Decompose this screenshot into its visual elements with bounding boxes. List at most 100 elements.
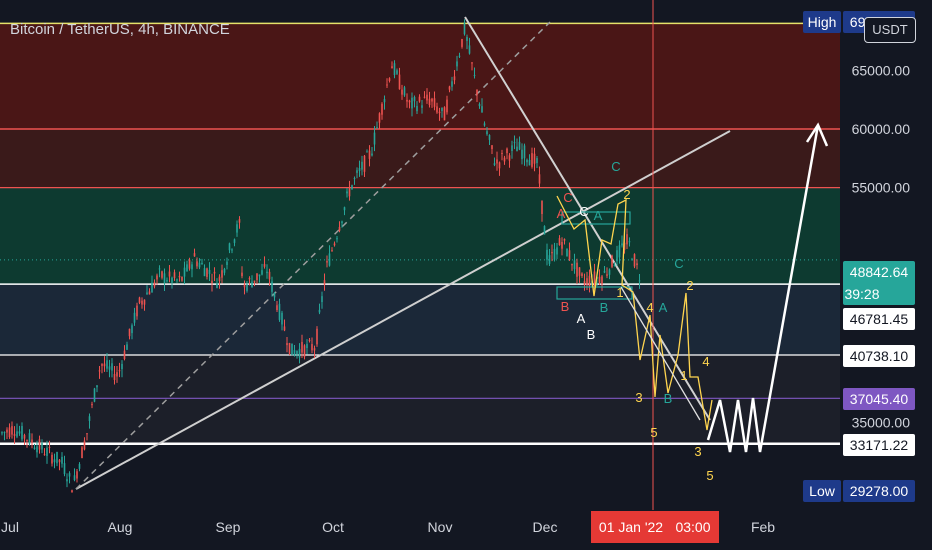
candle-body (443, 107, 446, 121)
x-tick-label: Feb (751, 519, 775, 535)
candle-body (136, 305, 138, 317)
candle-body (46, 447, 48, 456)
wave-label-white: A (577, 311, 586, 326)
candle-body (38, 439, 41, 450)
time-axis (0, 510, 932, 550)
price-zone-4 (0, 354, 840, 444)
candle-body (608, 269, 611, 275)
candle-body (241, 272, 243, 277)
candle-body (366, 151, 368, 153)
price-tag-level-37045 (843, 388, 915, 410)
candle-body (336, 238, 338, 240)
candle-body (581, 273, 583, 276)
candle-body (116, 372, 118, 377)
candle-body (106, 360, 108, 369)
candle-body (111, 363, 113, 371)
candle-body (516, 146, 518, 152)
candle-body (503, 157, 506, 162)
candle-body (73, 475, 76, 481)
candle-body (236, 224, 238, 233)
candle-body (93, 388, 96, 402)
candle-body (316, 328, 318, 345)
candle-body (536, 158, 538, 164)
candle-body (491, 145, 493, 150)
price-tag-text: 46781.45 (850, 311, 909, 327)
candle-body (586, 278, 588, 285)
candle-body (396, 70, 398, 74)
wave-label-green: C (611, 159, 620, 174)
candle-body (436, 106, 438, 113)
candle-body (528, 159, 531, 166)
candle-body (171, 277, 173, 283)
wave-label-orange: 2 (623, 187, 630, 202)
candle-body (176, 279, 178, 281)
candle-body (11, 426, 13, 435)
candle-body (358, 168, 361, 171)
candle-body (126, 344, 128, 350)
candle-body (13, 433, 16, 436)
projection-box-upper (561, 211, 631, 225)
candle-body (426, 94, 428, 101)
candle-body (333, 243, 336, 246)
price-tag-text: 40738.10 (850, 348, 909, 364)
candle-body (493, 163, 496, 166)
candle-body (386, 84, 388, 86)
projection-arrowhead (805, 122, 829, 147)
candle-body (548, 255, 551, 264)
candle-body (51, 454, 53, 464)
candle-body (628, 241, 631, 243)
candle-body (353, 178, 356, 180)
candle-body (196, 261, 198, 267)
currency-button[interactable]: USDT (864, 17, 916, 43)
candle-body (151, 282, 153, 293)
candle-body (146, 292, 148, 295)
projection-path (706, 124, 820, 453)
candle-body (181, 277, 183, 281)
candle-body (371, 153, 373, 156)
candle-body (81, 447, 83, 459)
candle-body (606, 274, 608, 276)
candle-body (178, 275, 181, 278)
wave-label-red: C (563, 190, 572, 205)
candle-body (413, 97, 416, 102)
candle-body (281, 312, 283, 325)
wave-label-orange: 3 (694, 444, 701, 459)
candle-body (168, 271, 171, 277)
candle-body (71, 490, 73, 493)
price-tag-subtext: 39:28 (844, 286, 879, 302)
candle-body (83, 440, 86, 450)
candle-body (121, 363, 123, 370)
candle-body (446, 99, 448, 113)
wave-label-orange: 5 (650, 425, 657, 440)
candle-body (186, 264, 188, 272)
candle-body (113, 374, 116, 380)
candle-body (633, 254, 636, 267)
candle-body (88, 416, 91, 421)
candle-body (278, 303, 281, 320)
candle-body (193, 253, 196, 257)
y-tick-label: 35000.00 (852, 414, 911, 430)
candle-body (243, 284, 246, 288)
wave-label-green: B (664, 391, 673, 406)
candle-body (598, 276, 601, 283)
candle-body (123, 350, 126, 359)
candle-body (636, 263, 638, 266)
candle-body (328, 253, 331, 266)
candle-body (553, 248, 556, 260)
candle-body (463, 22, 466, 35)
wave-label-white: C (579, 204, 588, 219)
candle-body (576, 262, 578, 277)
candle-body (228, 243, 231, 251)
wave-label-white: B (587, 327, 596, 342)
candle-body (203, 268, 206, 277)
candle-body (471, 62, 473, 64)
candle-body (8, 427, 11, 437)
candle-body (363, 155, 366, 172)
candle-body (346, 191, 348, 194)
candle-body (368, 150, 371, 159)
candle-body (308, 339, 311, 342)
wave-label-orange: 3 (635, 390, 642, 405)
wave-path-grey (620, 286, 701, 421)
